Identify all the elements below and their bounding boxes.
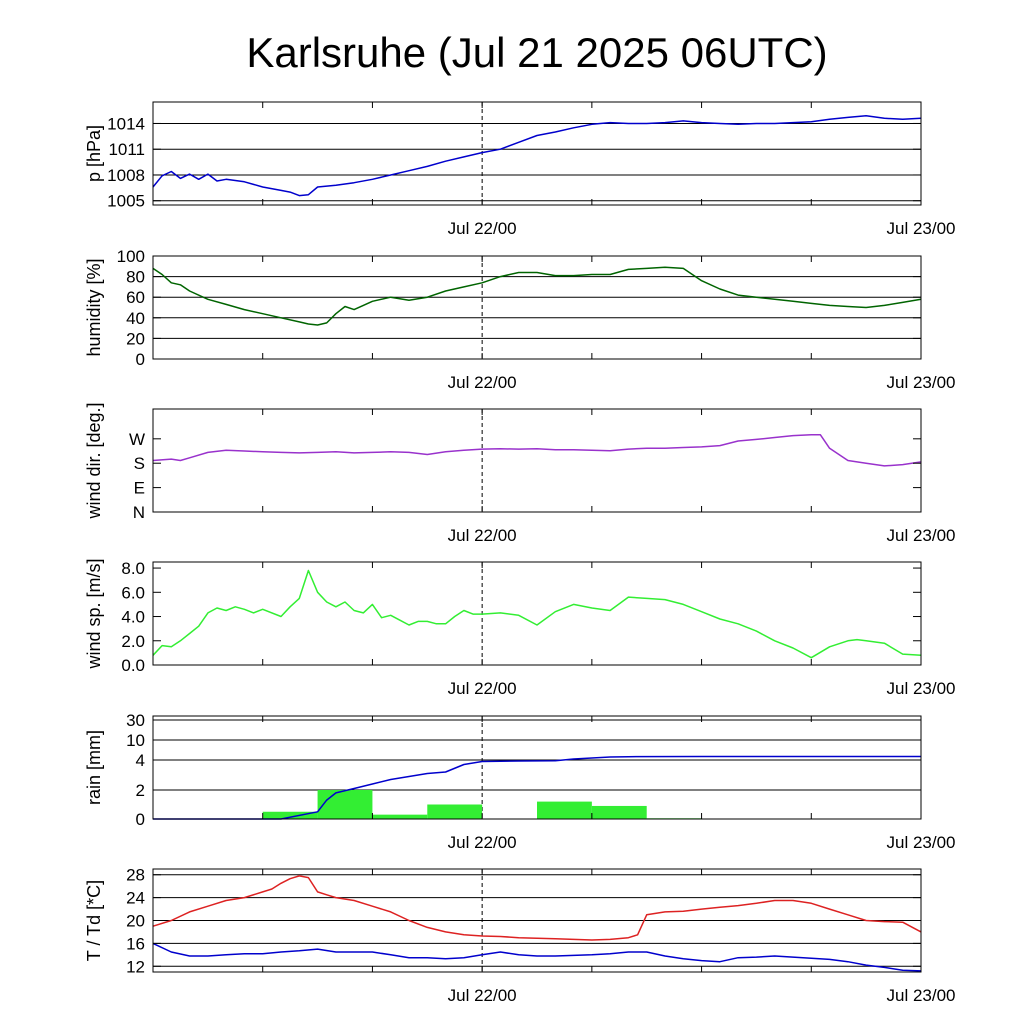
y-tick-label: 1008 — [107, 166, 145, 185]
x-tick-label: Jul 23/00 — [887, 679, 956, 698]
rain-bar — [537, 801, 592, 819]
y-tick-label: 100 — [117, 247, 145, 266]
y-tick-label: 80 — [126, 268, 145, 287]
y-tick-label: 2.0 — [121, 632, 145, 651]
x-tick-label: Jul 22/00 — [448, 219, 517, 238]
y-tick-label: 0.0 — [121, 656, 145, 675]
y-tick-label: N — [133, 503, 145, 522]
y-tick-label: 60 — [126, 288, 145, 307]
panel-frame — [152, 715, 922, 820]
y-tick-label: 1005 — [107, 192, 145, 211]
rain-bar — [427, 804, 483, 819]
y-tick-label: E — [134, 479, 145, 498]
y-tick-label: 4 — [136, 751, 145, 770]
series-line-1 — [152, 875, 922, 941]
series-line-1 — [152, 569, 922, 659]
y-tick-label: 28 — [126, 866, 145, 885]
y-tick-label: 12 — [126, 957, 145, 976]
series-line-1 — [152, 114, 922, 197]
x-tick-label: Jul 23/00 — [887, 219, 956, 238]
series-line-2 — [152, 942, 922, 972]
rain-bar — [317, 790, 373, 819]
y-tick-label: 6.0 — [121, 583, 145, 602]
y-tick-label: 10 — [126, 731, 145, 750]
y-axis-label: p [hPa] — [84, 125, 104, 182]
rain-bar — [591, 805, 647, 819]
y-tick-label: 40 — [126, 309, 145, 328]
x-tick-label: Jul 23/00 — [887, 373, 956, 392]
y-tick-label: 20 — [126, 329, 145, 348]
rain-bar — [262, 811, 318, 819]
x-tick-label: Jul 22/00 — [448, 526, 517, 545]
y-axis-label: T / Td [*C] — [84, 880, 104, 961]
x-tick-label: Jul 22/00 — [448, 679, 517, 698]
series-line-1 — [152, 434, 922, 467]
rain-bar — [372, 814, 428, 819]
y-tick-label: W — [129, 430, 145, 449]
x-tick-label: Jul 23/00 — [887, 833, 956, 852]
panel-frame — [152, 101, 922, 206]
y-tick-label: 0 — [136, 350, 145, 369]
y-tick-label: 20 — [126, 912, 145, 931]
y-tick-label: 1014 — [107, 114, 145, 133]
y-axis-label: wind dir. [deg.] — [84, 402, 104, 519]
x-tick-label: Jul 22/00 — [448, 373, 517, 392]
x-tick-label: Jul 23/00 — [887, 526, 956, 545]
y-tick-label: 0 — [136, 810, 145, 829]
y-tick-label: 2 — [136, 781, 145, 800]
y-tick-label: 8.0 — [121, 559, 145, 578]
panel-frame — [152, 561, 922, 666]
series-line-1 — [152, 266, 922, 326]
x-tick-label: Jul 22/00 — [448, 833, 517, 852]
x-tick-label: Jul 22/00 — [448, 986, 517, 1005]
series-line-1 — [153, 755, 921, 820]
y-axis-label: wind sp. [m/s] — [84, 558, 104, 669]
x-tick-label: Jul 23/00 — [887, 986, 956, 1005]
panel-frame — [152, 255, 922, 360]
y-tick-label: 24 — [126, 889, 145, 908]
y-tick-label: 30 — [126, 711, 145, 730]
y-tick-label: 16 — [126, 934, 145, 953]
panel-frame — [152, 408, 922, 513]
chart-title: Karlsruhe (Jul 21 2025 06UTC) — [246, 29, 827, 76]
y-tick-label: 1011 — [108, 140, 145, 159]
y-tick-label: S — [134, 454, 145, 473]
y-axis-label: humidity [%] — [84, 258, 104, 356]
y-axis-label: rain [mm] — [84, 730, 104, 805]
y-tick-label: 4.0 — [121, 608, 145, 627]
